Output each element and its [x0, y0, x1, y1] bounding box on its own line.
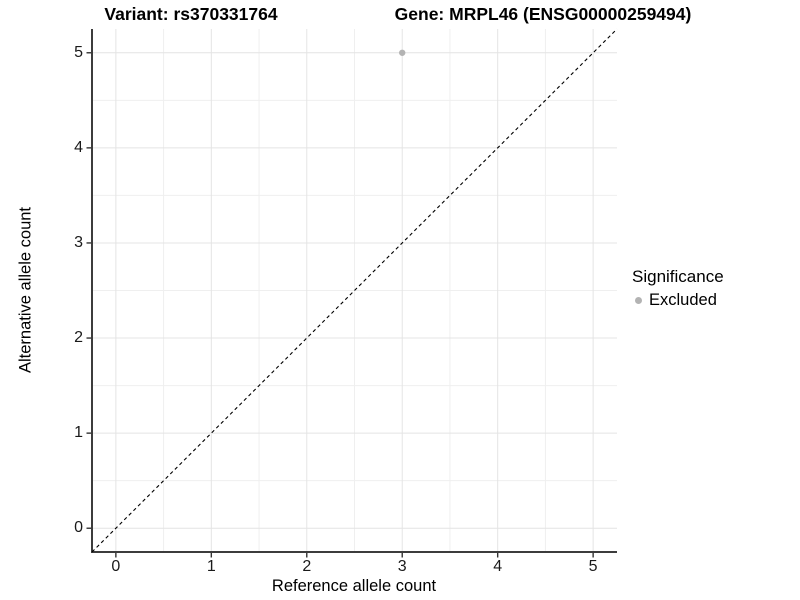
plot-title-variant: Variant: rs370331764 [104, 4, 278, 24]
x-axis-tick-label: 5 [588, 558, 598, 575]
legend: Significance Excluded [630, 266, 724, 310]
legend-item-label: Excluded [649, 290, 717, 309]
y-axis-tick-label: 5 [74, 43, 83, 61]
x-axis-tick-label: 2 [302, 558, 312, 575]
y-axis-tick-label: 2 [74, 329, 83, 347]
x-axis-title: Reference allele count [271, 577, 437, 595]
legend-title: Significance [632, 267, 724, 286]
x-axis-tick-label: 1 [206, 558, 216, 575]
x-axis-tick-label: 3 [397, 558, 407, 575]
plot-title-gene: Gene: MRPL46 (ENSG00000259494) [394, 4, 692, 24]
identity-reference-line [91, 28, 618, 553]
legend-item-excluded: Excluded [630, 290, 724, 310]
x-axis-tick-label: 4 [493, 558, 503, 575]
y-axis-tick-label: 4 [74, 138, 83, 156]
y-axis-tick-label: 3 [74, 233, 83, 251]
x-axis-tick-label: 0 [111, 558, 121, 575]
excluded-point-icon [635, 296, 642, 304]
y-axis-tick-label: 0 [74, 519, 83, 537]
data-point [399, 49, 406, 56]
y-axis-title: Alternative allele count [16, 206, 35, 374]
y-axis-tick-label: 1 [74, 424, 83, 442]
